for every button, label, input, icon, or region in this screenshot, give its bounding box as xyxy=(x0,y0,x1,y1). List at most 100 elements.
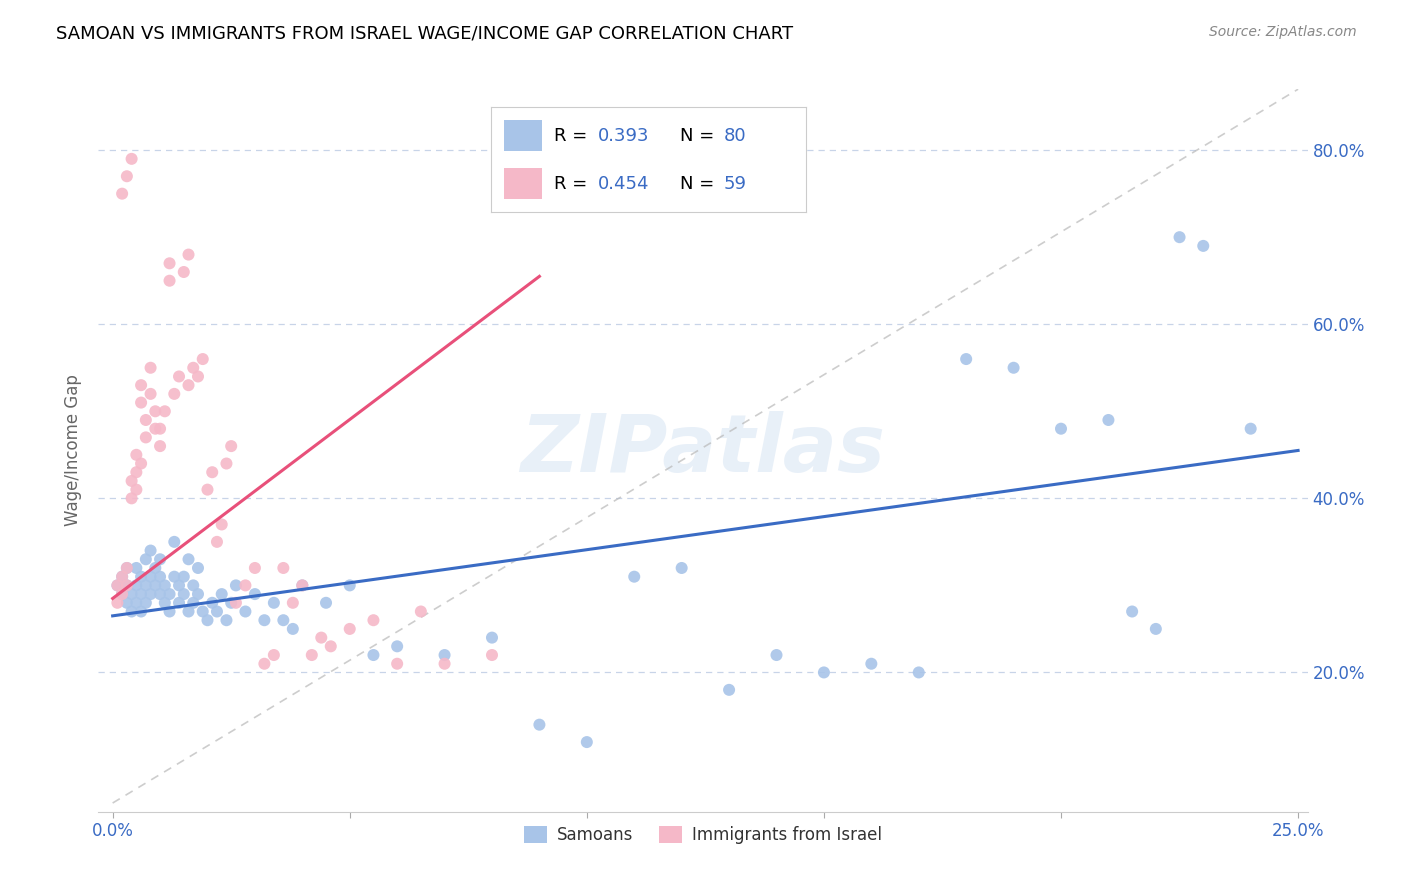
Point xyxy=(159,587,181,601)
Point xyxy=(121,605,143,619)
Point xyxy=(121,491,143,506)
Point xyxy=(191,605,214,619)
Point xyxy=(173,570,195,584)
Point xyxy=(197,613,219,627)
Point xyxy=(291,578,314,592)
Point xyxy=(409,605,432,619)
Point xyxy=(177,378,200,392)
Point xyxy=(149,587,172,601)
Point xyxy=(125,578,148,592)
Point xyxy=(1144,622,1167,636)
Point xyxy=(311,631,333,645)
Point xyxy=(143,422,166,436)
Point xyxy=(121,152,143,166)
Point xyxy=(105,596,128,610)
Point xyxy=(163,570,186,584)
Point xyxy=(177,605,200,619)
Point xyxy=(139,587,162,601)
Point xyxy=(1097,413,1119,427)
Point xyxy=(139,387,162,401)
Point xyxy=(139,360,162,375)
Point xyxy=(253,657,276,671)
Point xyxy=(481,648,503,662)
Point xyxy=(115,169,138,184)
Point xyxy=(177,247,200,261)
Point xyxy=(363,648,385,662)
Point xyxy=(135,578,157,592)
Text: SAMOAN VS IMMIGRANTS FROM ISRAEL WAGE/INCOME GAP CORRELATION CHART: SAMOAN VS IMMIGRANTS FROM ISRAEL WAGE/IN… xyxy=(56,25,793,43)
Point xyxy=(153,596,176,610)
Point xyxy=(281,596,304,610)
Point xyxy=(765,648,787,662)
Point xyxy=(159,605,181,619)
Point xyxy=(181,360,204,375)
Point xyxy=(433,648,456,662)
Point xyxy=(907,665,929,680)
Point xyxy=(339,622,361,636)
Point xyxy=(167,369,190,384)
Point xyxy=(135,413,157,427)
Point xyxy=(191,352,214,367)
Point xyxy=(201,596,224,610)
Point xyxy=(529,717,551,731)
Point xyxy=(205,534,228,549)
Point xyxy=(273,561,295,575)
Point xyxy=(129,570,152,584)
Point xyxy=(301,648,323,662)
Point xyxy=(181,578,204,592)
Point xyxy=(143,578,166,592)
Point xyxy=(111,570,134,584)
Point xyxy=(111,587,134,601)
Point xyxy=(860,657,883,671)
Point xyxy=(201,465,224,479)
Point xyxy=(205,605,228,619)
Point xyxy=(1192,239,1215,253)
Point xyxy=(813,665,835,680)
Point xyxy=(363,613,385,627)
Point xyxy=(121,474,143,488)
Point xyxy=(1240,422,1263,436)
Point xyxy=(225,578,247,592)
Text: Source: ZipAtlas.com: Source: ZipAtlas.com xyxy=(1209,25,1357,39)
Point xyxy=(235,578,257,592)
Point xyxy=(129,457,152,471)
Point xyxy=(263,648,285,662)
Point xyxy=(718,682,741,697)
Point xyxy=(125,465,148,479)
Point xyxy=(111,186,134,201)
Point xyxy=(125,561,148,575)
Point xyxy=(291,578,314,592)
Point xyxy=(121,587,143,601)
Point xyxy=(153,578,176,592)
Point xyxy=(159,256,181,270)
Point xyxy=(225,596,247,610)
Point xyxy=(125,483,148,497)
Point xyxy=(149,570,172,584)
Point xyxy=(135,430,157,444)
Point xyxy=(219,596,242,610)
Point xyxy=(153,404,176,418)
Point xyxy=(187,587,209,601)
Point xyxy=(235,605,257,619)
Point xyxy=(263,596,285,610)
Point xyxy=(129,587,152,601)
Point xyxy=(575,735,598,749)
Point xyxy=(177,552,200,566)
Point xyxy=(197,483,219,497)
Point xyxy=(481,631,503,645)
Point xyxy=(111,570,134,584)
Point xyxy=(433,657,456,671)
Point xyxy=(167,578,190,592)
Point xyxy=(135,552,157,566)
Point xyxy=(385,657,408,671)
Point xyxy=(1050,422,1073,436)
Point xyxy=(253,613,276,627)
Point xyxy=(243,561,266,575)
Point xyxy=(671,561,693,575)
Point xyxy=(1168,230,1191,244)
Point xyxy=(149,439,172,453)
Point xyxy=(339,578,361,592)
Point xyxy=(319,640,342,654)
Point xyxy=(115,578,138,592)
Point xyxy=(135,596,157,610)
